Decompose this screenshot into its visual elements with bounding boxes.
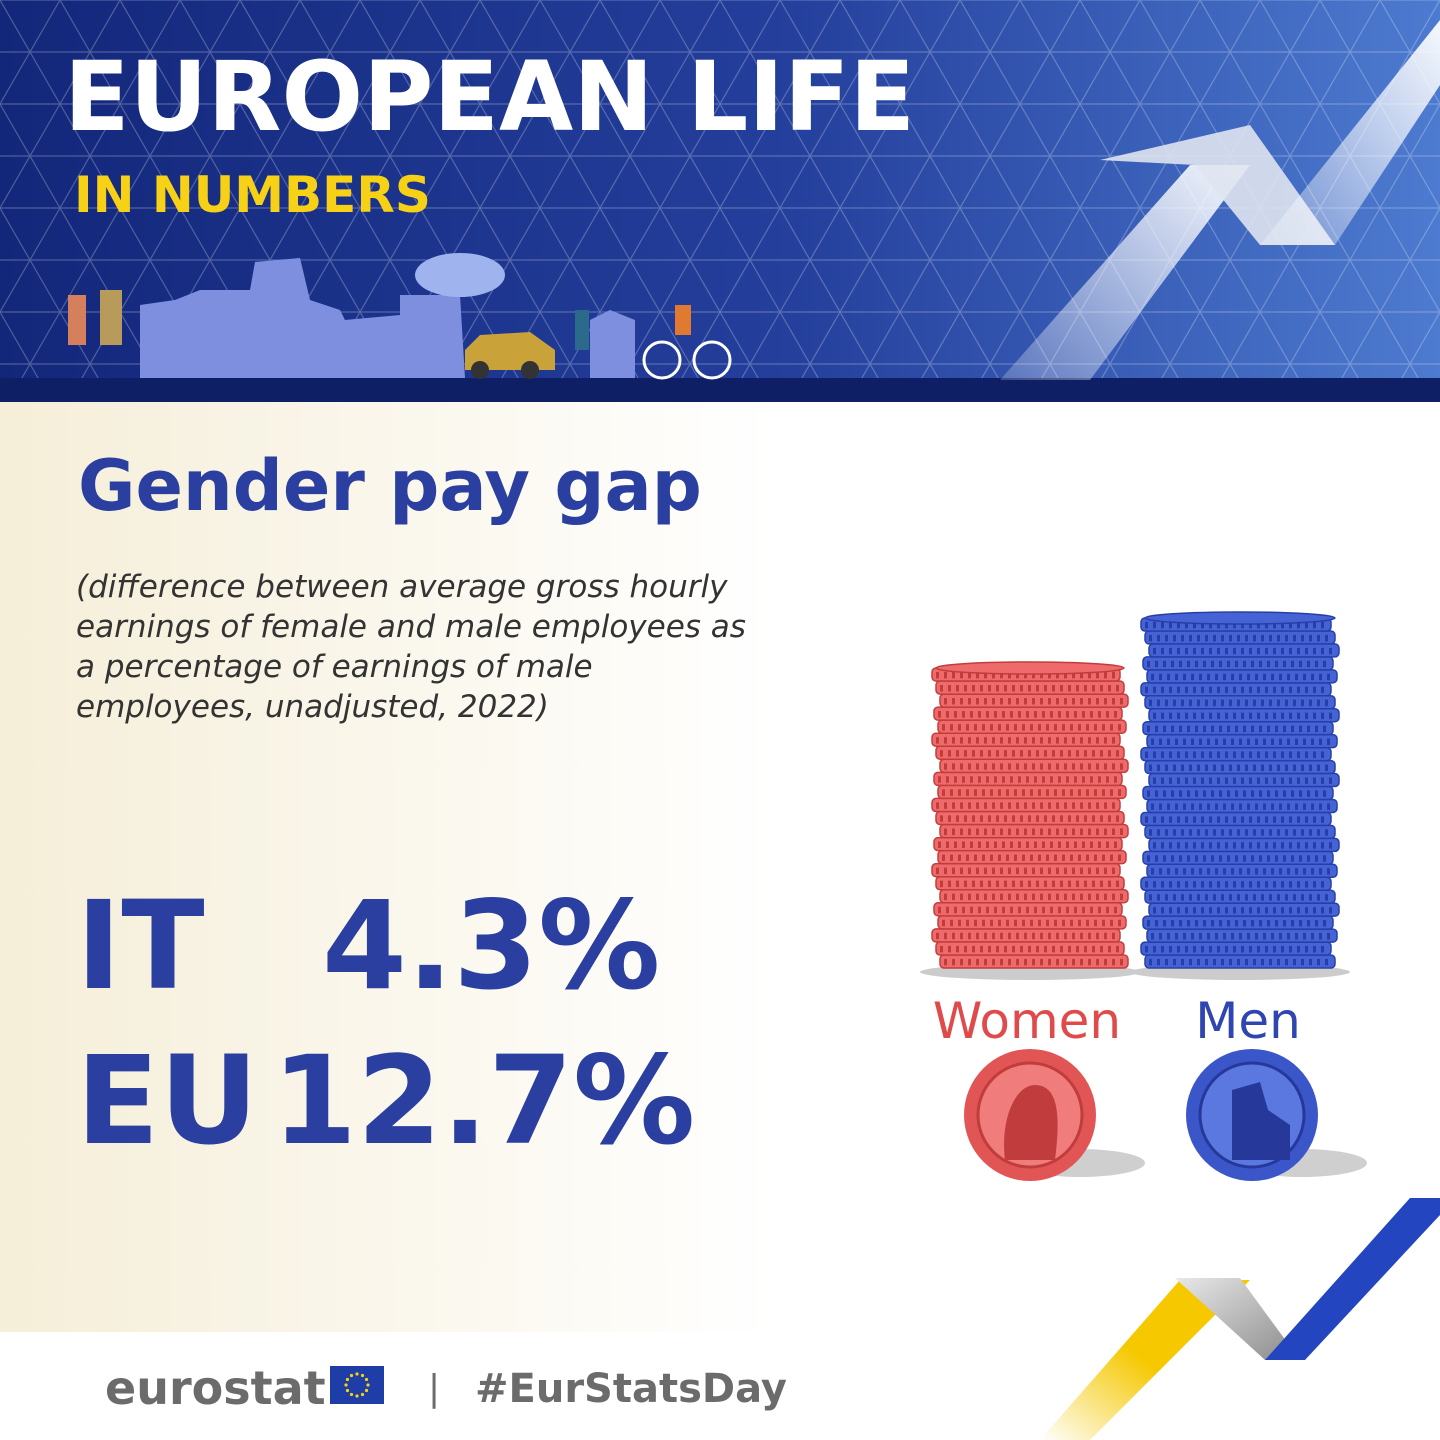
footer-brand: eurostat [105,1361,326,1415]
header-ribbon [1260,20,1440,245]
eu-flag [330,1366,384,1404]
ribbon-gray [1175,1278,1300,1360]
figure-label: IT [76,875,205,1017]
coin-stack-women [931,661,1129,969]
description-line: earnings of female and male employees as [76,609,746,645]
footer-separator: | [428,1368,440,1409]
flag-star [355,1372,359,1376]
town-illustration [68,253,732,380]
figures: IT 4.3% EU 12.7% [76,875,695,1172]
flag-star [360,1373,365,1378]
main-title: Gender pay gap [78,445,702,527]
flag-star [360,1392,365,1397]
coin-men-figure [1232,1082,1290,1160]
flag-star [349,1373,354,1378]
flag-star [344,1383,348,1387]
flag-star [364,1388,369,1393]
coin-women-figure [1004,1085,1058,1160]
flag-star [366,1383,370,1387]
legend-label: Men [1195,992,1301,1050]
flag-star [364,1377,369,1382]
figure-value: 12.7% [272,1030,695,1172]
flag-star [345,1388,350,1393]
figure-label: EU [76,1030,258,1172]
ribbon-blue [1265,1198,1440,1360]
figure-value: 4.3% [322,875,660,1017]
description-line: employees, unadjusted, 2022) [76,689,549,725]
legend-label: Women [933,992,1121,1050]
flag-star [345,1377,350,1382]
header-band [0,378,1440,402]
header-ribbon [1000,165,1250,380]
ribbon-yellow [1040,1280,1250,1440]
description-line: a percentage of earnings of male [76,649,593,685]
description-line: (difference between average gross hourly [76,569,728,605]
flag-star [355,1394,359,1398]
header-ribbon [1100,125,1335,245]
content-panel [0,402,775,1332]
flag-star [349,1392,354,1397]
coin-top [1144,611,1336,625]
coin-stack-men [1140,611,1340,969]
eu-flag-stars [344,1372,370,1398]
footer-hashtag: #EurStatsDay [475,1366,787,1412]
header-title: EUROPEAN LIFE [64,41,915,153]
header-subtitle: IN NUMBERS [74,166,431,224]
description: (difference between average gross hourly… [76,569,746,725]
coin-top [935,661,1125,675]
